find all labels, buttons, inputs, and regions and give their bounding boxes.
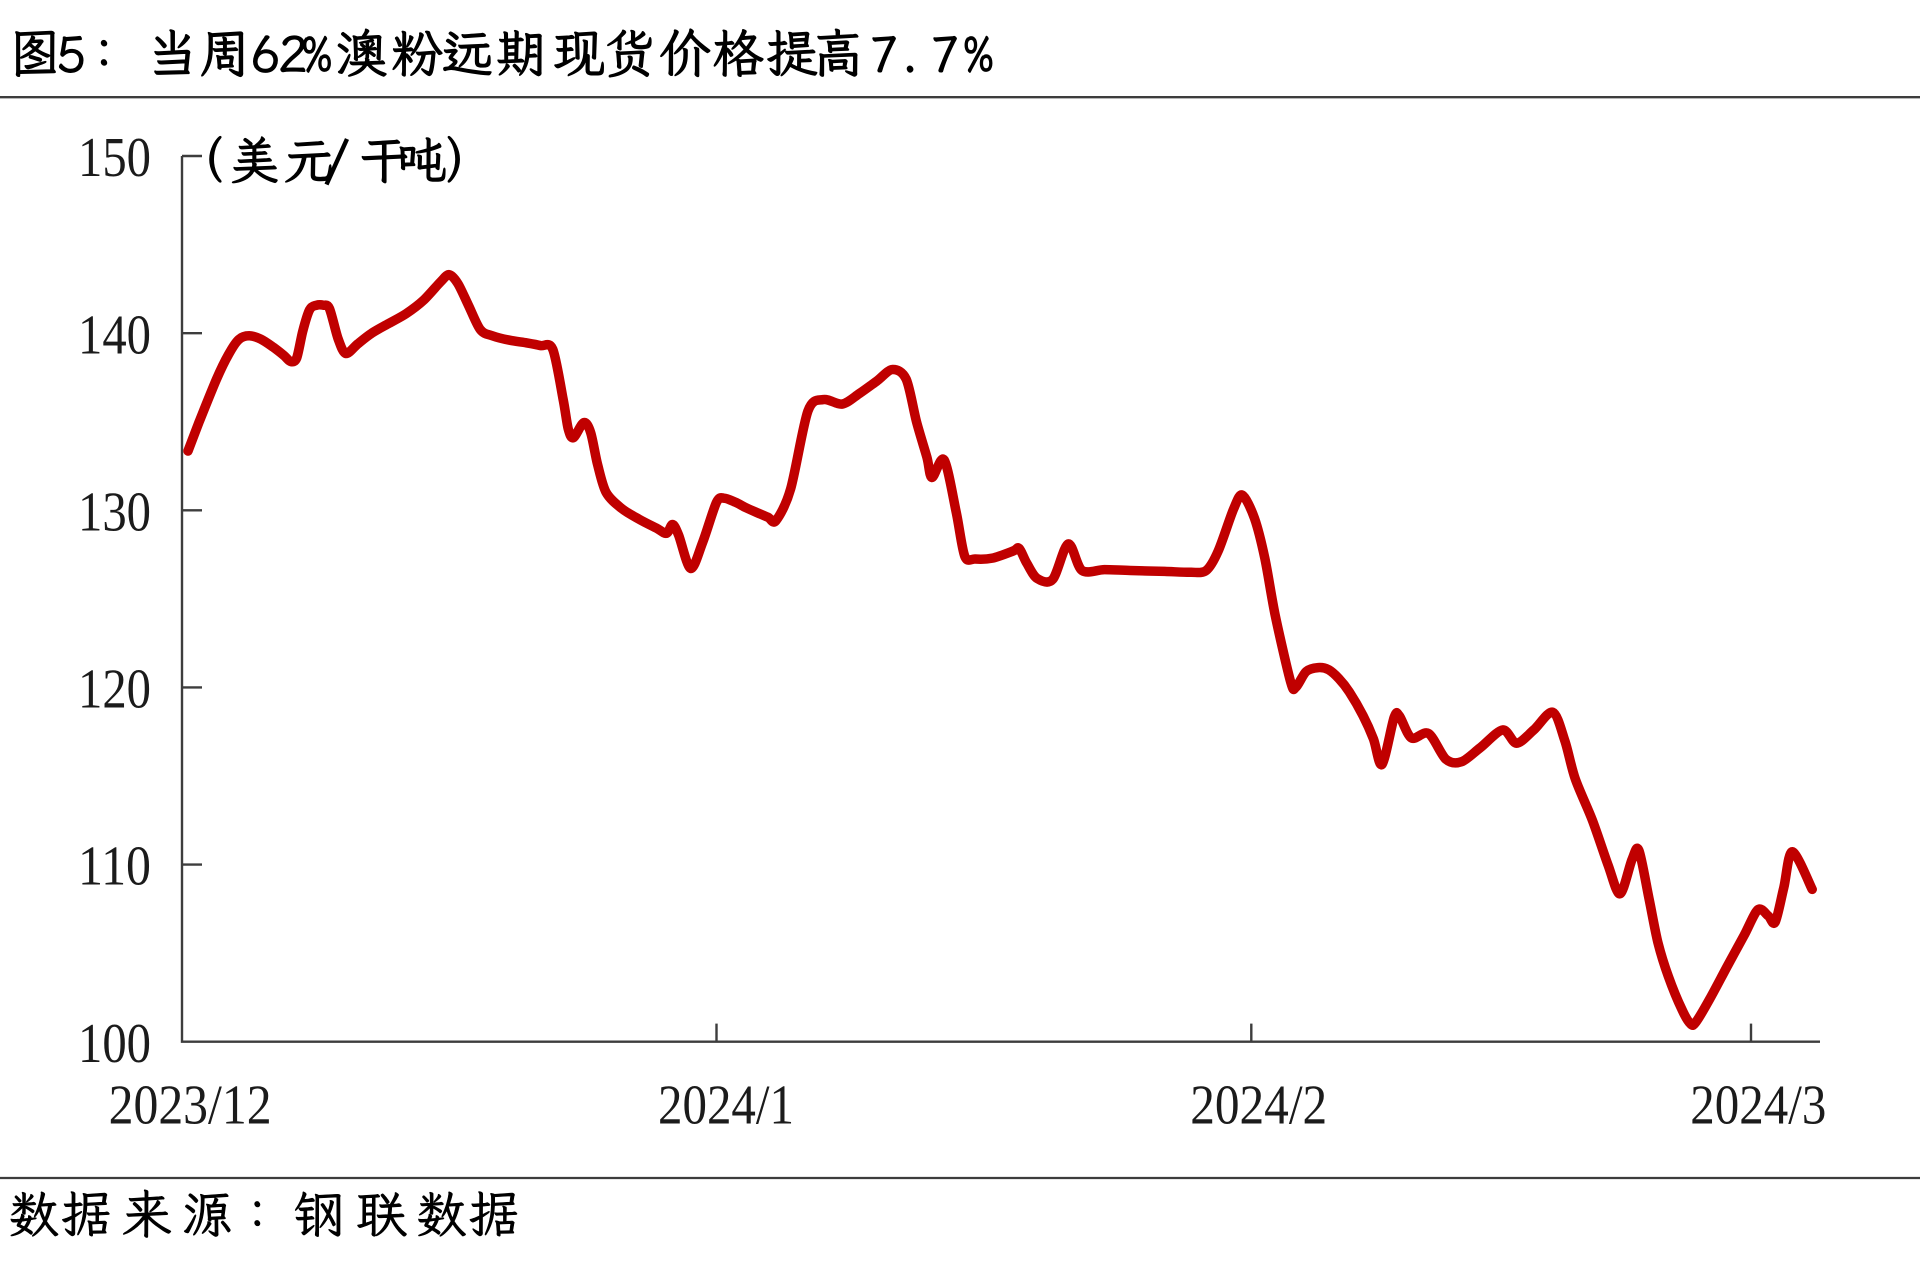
svg-text:110: 110 — [78, 836, 151, 898]
svg-text:150: 150 — [78, 127, 151, 189]
svg-text:2023/12: 2023/12 — [109, 1074, 272, 1136]
svg-text:120: 120 — [78, 659, 151, 721]
svg-text:100: 100 — [78, 1013, 151, 1075]
svg-text:130: 130 — [78, 481, 151, 543]
svg-text:2024/3: 2024/3 — [1690, 1074, 1826, 1136]
svg-text:2024/1: 2024/1 — [658, 1074, 794, 1136]
svg-text:140: 140 — [78, 304, 151, 366]
svg-text:2024/2: 2024/2 — [1190, 1074, 1327, 1136]
